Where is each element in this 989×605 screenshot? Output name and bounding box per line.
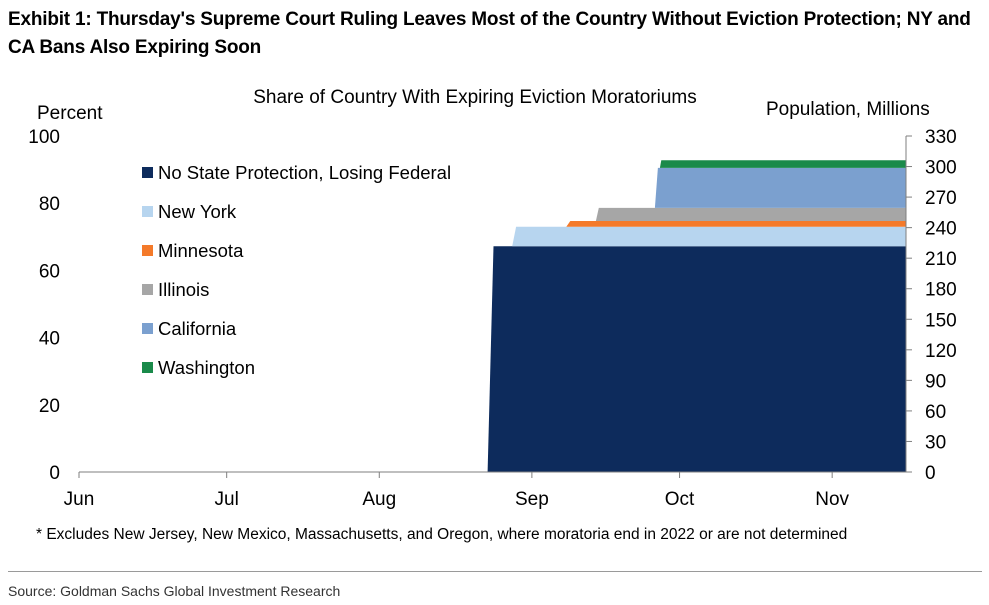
- area-illinois: [595, 207, 906, 221]
- y-left-tick-label: 0: [49, 463, 60, 484]
- y-left-tick-label: 100: [28, 127, 60, 148]
- legend-swatch-no-state-protection-losing-federal: [142, 167, 153, 178]
- footnote: * Excludes New Jersey, New Mexico, Massa…: [36, 526, 848, 543]
- y-left-tick-label: 80: [39, 194, 60, 215]
- divider-rule: [8, 571, 982, 572]
- legend-label-california: California: [158, 318, 237, 339]
- legend-swatch-california: [142, 323, 153, 334]
- y-right-tick-label: 0: [925, 463, 936, 484]
- y-right-tick-label: 240: [925, 219, 957, 240]
- area-california: [654, 167, 906, 208]
- legend: No State Protection, Losing Federal New Y…: [142, 162, 451, 378]
- x-tick-label: Aug: [362, 489, 396, 510]
- y-left-tick-label: 40: [39, 329, 60, 350]
- y-axis-label-right: Population, Millions: [766, 99, 930, 120]
- y-left-tick-label: 20: [39, 396, 60, 417]
- area-no-state-protection-losing-federal: [487, 246, 906, 472]
- y-right-tick-label: 300: [925, 158, 957, 179]
- x-tick-label: Oct: [665, 489, 695, 510]
- legend-label-washington: Washington: [158, 357, 255, 378]
- y-right-tick-label: 210: [925, 249, 957, 270]
- source-note: Source: Goldman Sachs Global Investment …: [8, 583, 341, 599]
- legend-swatch-new-york: [142, 206, 153, 217]
- legend-swatch-illinois: [142, 284, 153, 295]
- y-right-tick-label: 90: [925, 371, 946, 392]
- y-right-tick-label: 30: [925, 432, 946, 453]
- area-new-york: [512, 226, 906, 247]
- x-tick-label: Jun: [64, 489, 95, 510]
- y-right-tick-label: 270: [925, 188, 957, 209]
- chart-axes: 0 20 40 60 80 100 0 30 60 90 120 150 180 210 240 270 300…: [28, 127, 956, 510]
- legend-label-minnesota: Minnesota: [158, 240, 244, 261]
- area-washington: [659, 160, 906, 168]
- legend-swatch-washington: [142, 362, 153, 373]
- exhibit-title: Exhibit 1: Thursday's Supreme Court Ruli…: [8, 9, 971, 58]
- y-right-tick-label: 60: [925, 402, 946, 423]
- x-tick-label: Sep: [515, 489, 549, 510]
- y-left-tick-label: 60: [39, 261, 60, 282]
- x-tick-label: Nov: [815, 489, 849, 510]
- y-right-tick-label: 330: [925, 127, 957, 148]
- y-right-tick-label: 180: [925, 280, 957, 301]
- chart-title: Share of Country With Expiring Eviction …: [253, 87, 697, 108]
- y-right-tick-label: 150: [925, 310, 957, 331]
- x-tick-label: Jul: [215, 489, 239, 510]
- area-minnesota: [566, 221, 906, 227]
- legend-label-new-york: New York: [158, 201, 237, 222]
- y-right-tick-label: 120: [925, 341, 957, 362]
- legend-label-no-state-protection-losing-federal: No State Protection, Losing Federal: [158, 162, 451, 183]
- legend-swatch-minnesota: [142, 245, 153, 256]
- legend-label-illinois: Illinois: [158, 279, 209, 300]
- chart-areas: [487, 160, 906, 472]
- y-axis-label-left: Percent: [37, 103, 103, 124]
